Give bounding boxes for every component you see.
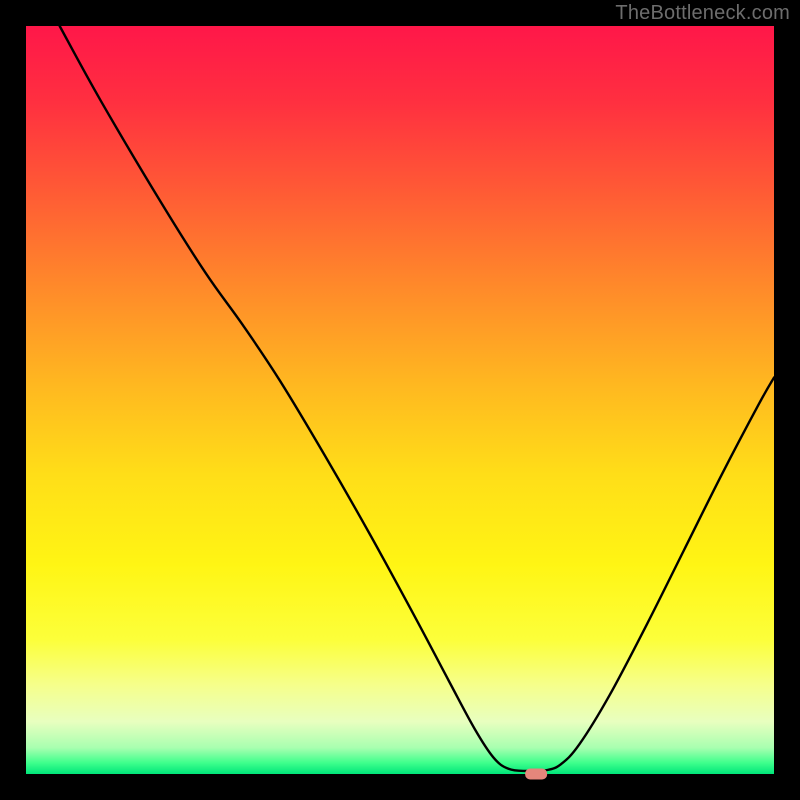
minimum-marker (525, 769, 547, 780)
watermark-text: TheBottleneck.com (615, 2, 790, 25)
chart-frame: TheBottleneck.com (0, 0, 800, 800)
plot-background (26, 26, 774, 774)
bottleneck-chart (0, 0, 800, 800)
